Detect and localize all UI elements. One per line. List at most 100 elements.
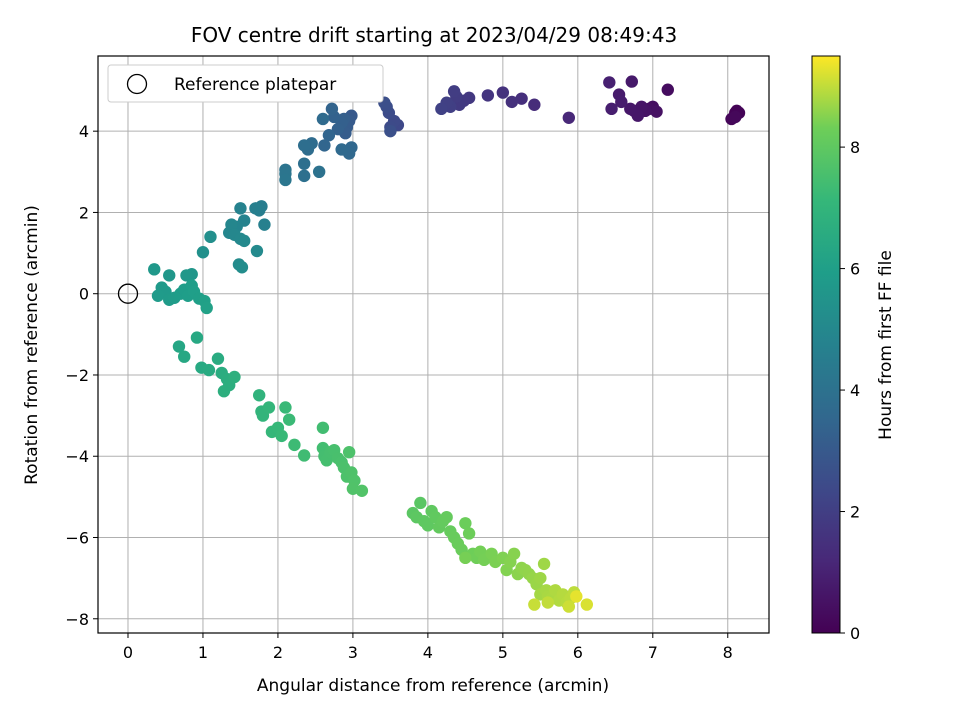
data-point [279, 401, 292, 414]
plot-area-frame [97, 55, 770, 634]
data-point [325, 102, 339, 116]
data-point [729, 110, 742, 124]
data-point [297, 169, 311, 183]
data-point [178, 350, 191, 363]
data-point [204, 230, 217, 244]
colorbar-tick-label: 8 [850, 138, 860, 157]
x-tick-label: 8 [723, 643, 733, 662]
data-point [447, 85, 461, 98]
colorbar-tick-label: 6 [850, 260, 860, 279]
data-point [481, 89, 495, 102]
y-tick-label: −2 [65, 366, 89, 385]
data-point [312, 165, 326, 179]
data-point [505, 95, 519, 109]
legend-marker-reference [126, 73, 148, 95]
data-point [316, 112, 330, 126]
y-tick-label: −6 [65, 529, 89, 548]
data-point [342, 445, 356, 459]
data-point [562, 111, 576, 124]
data-point [580, 598, 594, 611]
data-point [282, 413, 296, 426]
data-point [661, 83, 674, 96]
chart-title: FOV centre drift starting at 2023/04/29 … [191, 23, 677, 47]
colorbar-label: Hours from first FF file [876, 250, 896, 440]
data-point [625, 75, 639, 88]
y-tick-label: −8 [65, 610, 89, 629]
data-point [459, 551, 472, 565]
data-point [288, 438, 301, 452]
data-point [515, 92, 528, 105]
grid-lines [98, 56, 769, 633]
data-point [172, 340, 186, 353]
data-point [528, 598, 541, 611]
colorbar [811, 55, 841, 634]
data-point [318, 139, 331, 152]
data-point [562, 600, 576, 613]
data-point [615, 95, 628, 109]
x-tick-label: 0 [123, 643, 133, 662]
y-tick-label: 2 [79, 203, 89, 222]
data-point [384, 124, 397, 138]
data-point [322, 129, 336, 142]
data-point [200, 301, 213, 315]
colorbar-tick-label: 0 [850, 624, 860, 643]
data-point [258, 218, 271, 231]
data-point [275, 429, 288, 443]
data-point [217, 385, 231, 398]
data-point [234, 202, 247, 215]
data-point [148, 263, 161, 276]
y-axis-ticks: −8 −6 −4 −2 0 2 4 [65, 122, 98, 629]
x-tick-label: 7 [648, 643, 658, 662]
x-tick-label: 4 [423, 643, 433, 662]
data-point [163, 269, 176, 282]
data-point [507, 547, 521, 560]
data-point [459, 517, 472, 530]
data-point [570, 590, 583, 603]
data-point [414, 496, 427, 510]
legend: Reference platepar [107, 64, 384, 103]
data-point [440, 510, 453, 524]
data-point [279, 173, 292, 187]
data-point [421, 519, 435, 532]
data-point [196, 246, 210, 259]
data-point [249, 202, 262, 215]
y-axis-label: Rotation from reference (arcmin) [22, 205, 42, 485]
data-point [435, 102, 448, 116]
data-point [237, 234, 251, 248]
data-point [228, 370, 241, 384]
x-axis-label: Angular distance from reference (arcmin) [257, 676, 609, 696]
x-tick-label: 2 [273, 643, 283, 662]
data-point [605, 102, 618, 116]
legend-box [107, 64, 384, 103]
data-point [316, 421, 330, 434]
y-tick-label: 0 [79, 285, 89, 304]
x-tick-label: 1 [198, 643, 208, 662]
data-point [190, 331, 204, 344]
data-point [462, 527, 476, 540]
data-point [151, 289, 165, 302]
data-point [252, 389, 266, 402]
x-tick-label: 6 [573, 643, 583, 662]
data-point [496, 86, 510, 99]
data-point [297, 139, 311, 152]
scatter-points [148, 75, 746, 613]
data-point [624, 102, 637, 116]
colorbar-ticks: 0 2 4 6 8 [840, 138, 860, 643]
legend-label-reference: Reference platepar [174, 75, 336, 95]
data-point [262, 401, 276, 414]
data-point [211, 352, 225, 365]
colorbar-tick-label: 2 [850, 503, 860, 522]
data-point [603, 76, 616, 89]
data-point [297, 449, 311, 462]
colorbar-tick-label: 4 [850, 381, 860, 400]
data-point [534, 571, 547, 585]
x-tick-label: 5 [498, 643, 508, 662]
x-tick-label: 3 [348, 643, 358, 662]
data-point [180, 269, 193, 282]
y-tick-label: 4 [79, 122, 89, 141]
data-point [650, 105, 663, 118]
data-point [355, 484, 369, 497]
y-tick-label: −4 [65, 447, 89, 466]
